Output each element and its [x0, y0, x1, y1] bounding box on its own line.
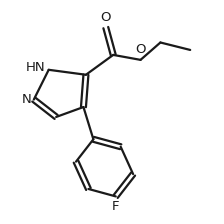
Text: O: O	[101, 11, 111, 24]
Text: N: N	[22, 93, 31, 106]
Text: O: O	[135, 43, 146, 56]
Text: HN: HN	[25, 61, 45, 74]
Text: F: F	[112, 200, 119, 213]
